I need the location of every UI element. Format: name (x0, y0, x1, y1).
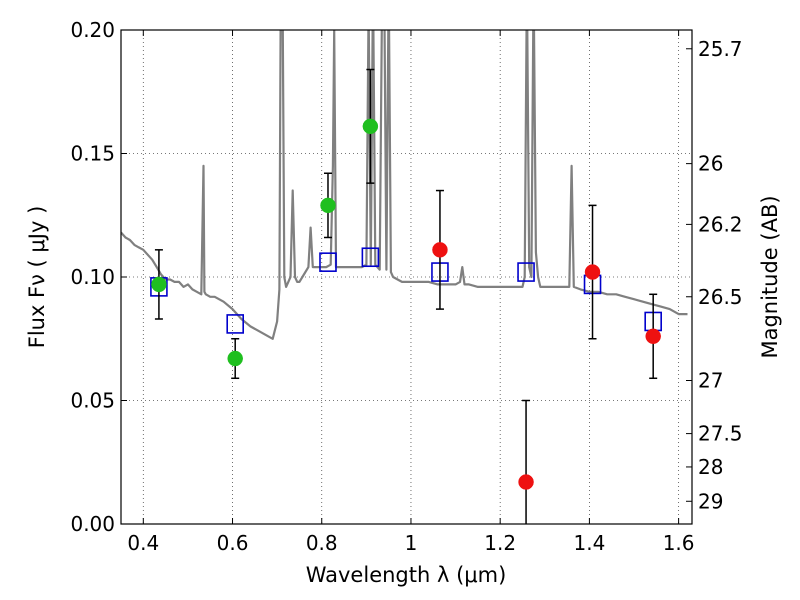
grid-layer (121, 30, 692, 524)
y2-tick-label: 26.2 (698, 212, 743, 236)
x-axis-label: Wavelength λ (μm) (306, 563, 507, 587)
y2-tick-label: 28 (698, 455, 723, 479)
model-flux-square (319, 252, 337, 272)
y-axis-label: Flux Fν ( μJy ) (25, 206, 49, 349)
x-tick-label: 0.4 (127, 531, 159, 555)
model-spectrum-line (121, 30, 688, 340)
red-data-point (518, 474, 534, 490)
model-flux-square (226, 314, 244, 334)
y2-tick-label: 29 (698, 489, 723, 513)
red-data-point (432, 242, 448, 258)
red-data-point (584, 264, 601, 280)
y2-tick-label: 26 (698, 152, 723, 176)
x-tick-label: 0.6 (217, 531, 249, 555)
y2-axis-label: Magnitude (AB) (758, 195, 782, 358)
y-tick-label: 0.05 (70, 389, 115, 413)
x-tick-label: 1.6 (663, 531, 695, 555)
y-tick-label: 0.15 (70, 142, 115, 166)
y-tick-label: 0.00 (70, 512, 115, 536)
green-data-point (151, 276, 167, 293)
x-tick-label: 1.4 (573, 531, 605, 555)
y2-tick-label: 27 (698, 368, 723, 392)
y-tick-label: 0.20 (70, 18, 115, 42)
red-data-point (645, 328, 661, 345)
y2-tick-label: 25.7 (698, 37, 743, 61)
green-data-point (320, 197, 336, 214)
model-spectrum-layer (121, 30, 688, 340)
model-flux-square (517, 262, 535, 282)
x-tick-label: 0.8 (306, 531, 338, 555)
green-data-point (362, 118, 379, 135)
plot-frame (120, 29, 693, 525)
y2-tick-label: 26.5 (698, 285, 743, 309)
axis-layer: 0.4 0.6 0.8 1 1.2 1.4 1.6 0.00 0.05 0.10 0.15 0.20 2… (70, 18, 742, 555)
model-flux-square (361, 247, 380, 268)
green-data-point (227, 350, 243, 367)
x-tick-label: 1.2 (484, 531, 516, 555)
marker-layer (150, 68, 662, 524)
y-tick-label: 0.10 (70, 265, 115, 289)
x-tick-label: 1 (405, 531, 418, 555)
y2-tick-label: 27.5 (698, 422, 743, 446)
